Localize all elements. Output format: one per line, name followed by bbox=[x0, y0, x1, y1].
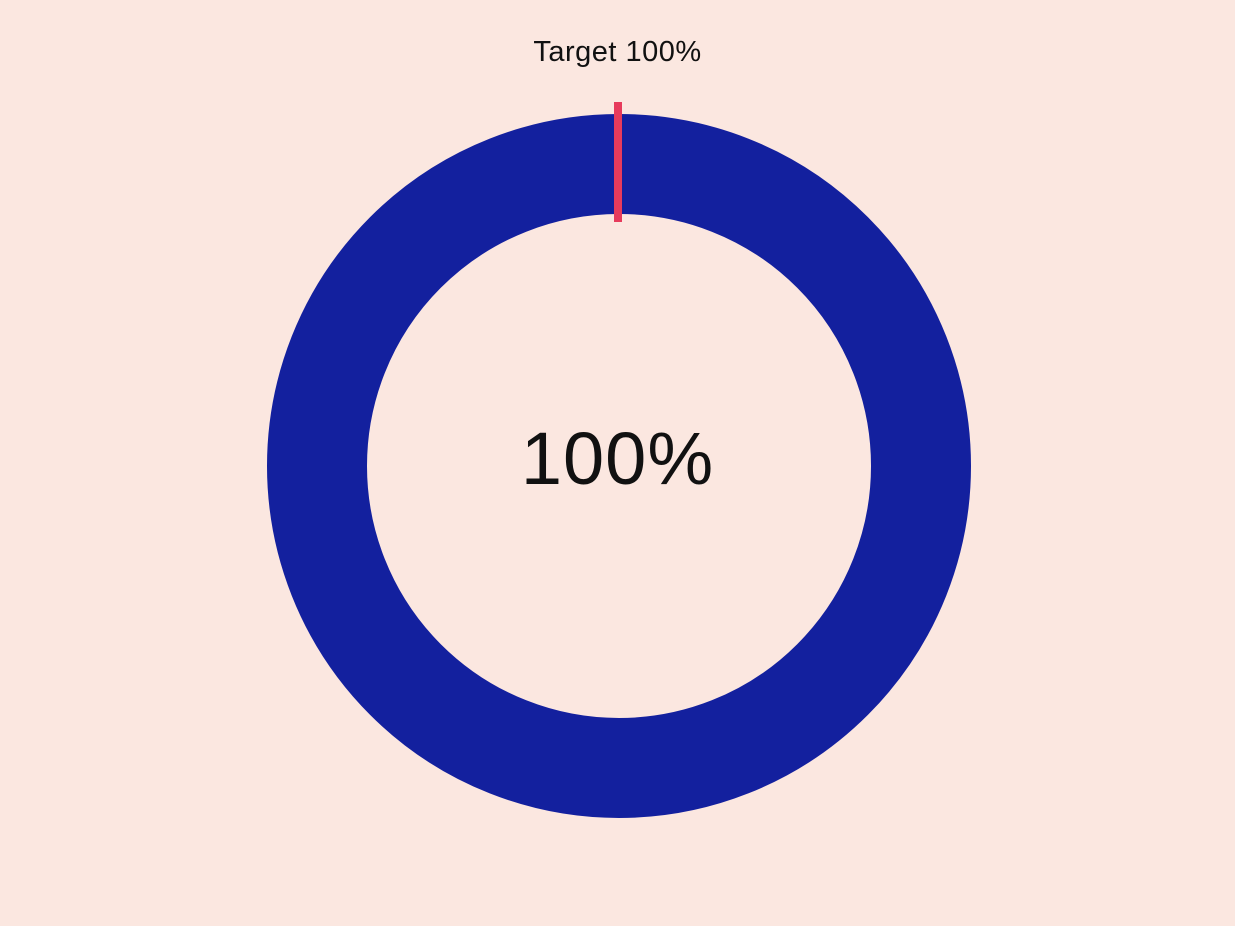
target-marker bbox=[614, 102, 622, 222]
chart-title: Target 100% bbox=[533, 36, 702, 68]
center-value-label: 100% bbox=[520, 417, 715, 500]
